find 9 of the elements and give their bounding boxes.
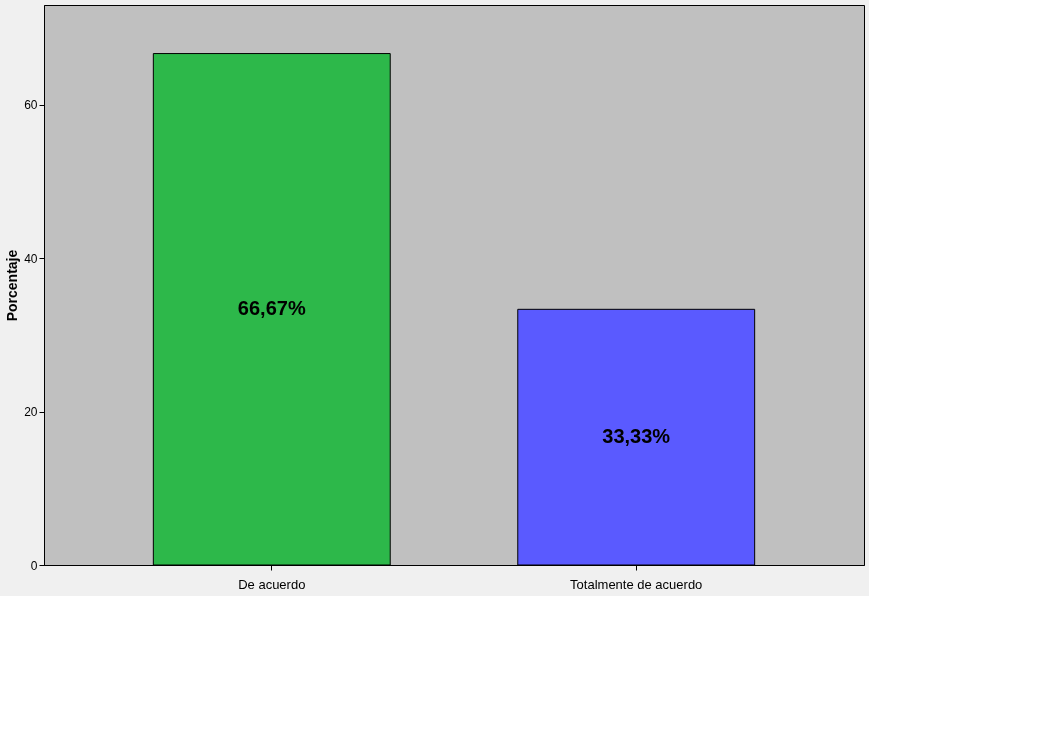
y-tick-label: 40 (24, 251, 38, 266)
data-label: 66,67% (237, 297, 306, 320)
y-tick-label: 20 (24, 405, 38, 420)
y-axis-title: Porcentaje (4, 249, 21, 322)
y-tick-label: 0 (30, 558, 38, 573)
x-tick-label: De acuerdo (238, 576, 306, 592)
x-tick-label: Totalmente de acuerdo (570, 576, 703, 592)
y-tick-label: 60 (24, 98, 38, 113)
data-label: 33,33% (602, 425, 671, 448)
